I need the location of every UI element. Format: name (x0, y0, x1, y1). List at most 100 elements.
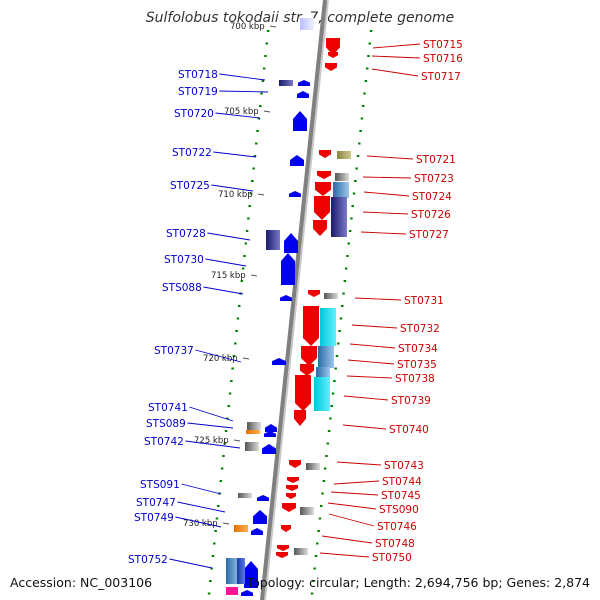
gene-label-st0732[interactable]: ST0732 (400, 323, 440, 335)
gene-label-st0737[interactable]: ST0737 (154, 345, 194, 357)
ruler-tick (213, 542, 216, 545)
gene-leader-line (371, 68, 419, 77)
ruler-tick (247, 217, 250, 220)
gene-label-st0752[interactable]: ST0752 (128, 554, 168, 566)
gene-label-sts091[interactable]: STS091 (140, 479, 180, 491)
ruler-tick (235, 330, 238, 332)
gene-label-st0731[interactable]: ST0731 (404, 295, 444, 307)
feature-box (314, 377, 330, 411)
scale-label: 705 kbp (224, 107, 259, 117)
gene-label-st0740[interactable]: ST0740 (389, 424, 429, 436)
minus-strand-gene (286, 493, 296, 499)
gene-label-st0739[interactable]: ST0739 (391, 395, 431, 407)
gene-label-st0748[interactable]: ST0748 (375, 538, 415, 550)
gene-label-st0742[interactable]: ST0742 (144, 436, 184, 448)
ruler-tick (360, 117, 364, 120)
ruler-tick (211, 555, 215, 557)
gene-label-st0734[interactable]: ST0734 (398, 343, 438, 355)
ruler-tick (232, 355, 236, 357)
scale-label: 710 kbp (218, 190, 253, 200)
ruler-tick (321, 492, 324, 495)
gene-leader-line (343, 395, 389, 401)
ruler-tick (258, 105, 262, 107)
ruler-tick (253, 155, 257, 157)
feature-box (320, 308, 336, 346)
feature-box (266, 230, 280, 250)
gene-label-st0716[interactable]: ST0716 (423, 53, 463, 65)
gene-label-st0746[interactable]: ST0746 (377, 521, 417, 533)
gene-label-st0726[interactable]: ST0726 (411, 209, 451, 221)
ruler-tick (261, 80, 265, 82)
gene-leader-line (181, 483, 222, 495)
genome-backbone (260, 0, 327, 600)
gene-leader-line (189, 406, 234, 422)
ruler-tick (333, 380, 336, 382)
gene-label-st0717[interactable]: ST0717 (421, 71, 461, 83)
gene-label-st0744[interactable]: ST0744 (382, 476, 422, 488)
gene-label-st0725[interactable]: ST0725 (170, 180, 210, 192)
gene-label-st0745[interactable]: ST0745 (381, 490, 421, 502)
minus-strand-gene (326, 38, 340, 55)
plus-strand-gene (290, 155, 304, 166)
ruler-tick (364, 80, 368, 82)
gene-label-st0741[interactable]: ST0741 (148, 402, 188, 414)
feature-box (318, 346, 334, 368)
gene-label-st0750[interactable]: ST0750 (372, 552, 412, 564)
ruler-tick (356, 155, 360, 157)
gene-leader-line (351, 324, 398, 329)
feature-box (238, 493, 252, 498)
gene-label-st0730[interactable]: ST0730 (164, 254, 204, 266)
ruler-tick (248, 205, 251, 207)
gene-leader-line (207, 232, 251, 241)
gene-label-st0715[interactable]: ST0715 (423, 39, 463, 51)
minus-strand-gene (319, 150, 331, 158)
ruler-tick (244, 242, 248, 245)
ruler-tick (348, 230, 352, 232)
gene-leader-line (362, 211, 409, 215)
ruler-tick (215, 517, 219, 520)
feature-box (337, 151, 351, 159)
ruler-tick (327, 430, 331, 432)
ruler-tick (350, 217, 353, 220)
gene-label-sts088[interactable]: STS088 (162, 282, 202, 294)
gene-label-sts090[interactable]: STS090 (379, 504, 419, 516)
scale-tick (250, 274, 258, 277)
gene-label-st0721[interactable]: ST0721 (416, 154, 456, 166)
ruler-tick (316, 542, 319, 545)
feature-box (300, 18, 314, 30)
ruler-tick (264, 55, 267, 57)
gene-label-st0727[interactable]: ST0727 (409, 229, 449, 241)
ruler-tick (351, 205, 354, 207)
gene-leader-line (219, 90, 269, 93)
gene-label-st0749[interactable]: ST0749 (134, 512, 174, 524)
feature-box (333, 182, 349, 198)
ruler-tick (210, 567, 213, 570)
gene-label-st0722[interactable]: ST0722 (172, 147, 212, 159)
gene-label-st0724[interactable]: ST0724 (412, 191, 452, 203)
gene-label-st0738[interactable]: ST0738 (395, 373, 435, 385)
gene-label-st0718[interactable]: ST0718 (178, 69, 218, 81)
gene-label-st0735[interactable]: ST0735 (397, 359, 437, 371)
gene-label-st0747[interactable]: ST0747 (136, 497, 176, 509)
gene-label-sts089[interactable]: STS089 (146, 418, 186, 430)
gene-label-st0743[interactable]: ST0743 (384, 460, 424, 472)
ruler-tick (231, 367, 234, 370)
ruler-tick (260, 92, 263, 95)
ruler-tick (209, 580, 212, 582)
feature-box (324, 293, 338, 299)
minus-strand-gene (286, 485, 298, 491)
gene-label-st0723[interactable]: ST0723 (414, 173, 454, 185)
gene-leader-line (215, 112, 261, 119)
plus-strand-gene (293, 111, 307, 131)
minus-strand-gene (295, 375, 311, 411)
ruler-tick (318, 517, 322, 520)
gene-label-st0720[interactable]: ST0720 (174, 108, 214, 120)
ruler-tick (224, 430, 228, 432)
gene-label-st0719[interactable]: ST0719 (178, 86, 218, 98)
ruler-tick (228, 392, 232, 395)
minus-strand-gene (314, 196, 330, 220)
ruler-tick (322, 480, 326, 482)
ruler-tick (326, 442, 330, 445)
gene-leader-line (203, 286, 244, 295)
gene-label-st0728[interactable]: ST0728 (166, 228, 206, 240)
